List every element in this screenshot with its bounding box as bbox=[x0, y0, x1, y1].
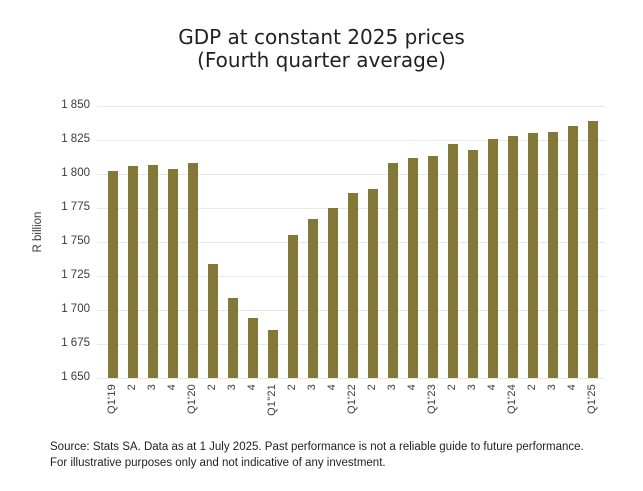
bar-4 bbox=[408, 157, 418, 378]
y-tick-label: 1 775 bbox=[61, 201, 90, 213]
x-tick-label: 3 bbox=[146, 384, 158, 391]
x-tick-label: 3 bbox=[466, 384, 478, 391]
x-tick-label: 4 bbox=[406, 384, 418, 391]
x-tick-label: 2 bbox=[366, 384, 378, 391]
x-tick-label: 2 bbox=[446, 384, 458, 391]
x-tick-label: Q1'19 bbox=[106, 384, 118, 415]
x-tick-label: 3 bbox=[226, 384, 238, 391]
bar-Q1-21 bbox=[268, 330, 278, 378]
x-tick-label: 3 bbox=[546, 384, 558, 391]
bar-Q1-19 bbox=[108, 171, 118, 378]
gridline-1825 bbox=[97, 140, 605, 141]
y-tick-label: 1 700 bbox=[61, 303, 90, 315]
bar-Q1-23 bbox=[428, 156, 438, 378]
bar-2 bbox=[208, 263, 218, 378]
x-tick-label: 2 bbox=[526, 384, 538, 391]
x-tick-label: 4 bbox=[486, 384, 498, 391]
gridline-1650 bbox=[97, 378, 605, 379]
y-tick-label: 1 675 bbox=[61, 337, 90, 349]
gridline-1800 bbox=[97, 174, 605, 175]
y-tick-label: 1 825 bbox=[61, 133, 90, 145]
bar-3 bbox=[308, 218, 318, 378]
bar-3 bbox=[148, 164, 158, 378]
x-tick-label: 4 bbox=[166, 384, 178, 391]
chart-title: GDP at constant 2025 prices (Fourth quar… bbox=[0, 26, 643, 72]
bar-4 bbox=[248, 318, 258, 378]
bar-4 bbox=[568, 126, 578, 378]
y-tick-label: 1 750 bbox=[61, 235, 90, 247]
bar-Q1-20 bbox=[188, 163, 198, 378]
bar-2 bbox=[128, 165, 138, 378]
bar-3 bbox=[388, 163, 398, 378]
x-tick-label: 2 bbox=[126, 384, 138, 391]
bar-4 bbox=[488, 138, 498, 378]
x-tick-label: Q1'23 bbox=[426, 384, 438, 415]
bar-3 bbox=[468, 149, 478, 378]
y-tick-label: 1 800 bbox=[61, 167, 90, 179]
x-tick-label: 3 bbox=[306, 384, 318, 391]
y-tick-label: 1 725 bbox=[61, 269, 90, 281]
x-tick-label: 3 bbox=[386, 384, 398, 391]
bar-4 bbox=[168, 168, 178, 378]
x-tick-label: 4 bbox=[246, 384, 258, 391]
chart-title-line2: (Fourth quarter average) bbox=[197, 48, 446, 72]
bar-3 bbox=[228, 297, 238, 378]
bar-2 bbox=[528, 133, 538, 378]
x-tick-label: Q1'22 bbox=[346, 384, 358, 415]
bar-Q1-24 bbox=[508, 135, 518, 378]
x-tick-label: 4 bbox=[566, 384, 578, 391]
bar-Q1-25 bbox=[588, 121, 598, 378]
x-tick-label: 4 bbox=[326, 384, 338, 391]
bar-Q1-22 bbox=[348, 193, 358, 378]
x-tick-label: 2 bbox=[286, 384, 298, 391]
x-tick-label: 2 bbox=[206, 384, 218, 391]
x-tick-label: Q1'24 bbox=[506, 384, 518, 415]
bar-2 bbox=[288, 235, 298, 378]
y-tick-label: 1 650 bbox=[61, 371, 90, 383]
bar-4 bbox=[328, 208, 338, 378]
gridline-1850 bbox=[97, 106, 605, 107]
bar-2 bbox=[368, 189, 378, 378]
x-tick-label: Q1"21 bbox=[266, 384, 278, 416]
y-tick-label: 1 850 bbox=[61, 99, 90, 111]
bar-3 bbox=[548, 131, 558, 378]
x-tick-label: Q1'20 bbox=[186, 384, 198, 415]
source-disclaimer-text: Source: Stats SA. Data as at 1 July 2025… bbox=[50, 441, 584, 470]
chart-title-line1: GDP at constant 2025 prices bbox=[178, 25, 465, 49]
x-tick-label: Q1'25 bbox=[586, 384, 598, 415]
bar-2 bbox=[448, 144, 458, 378]
